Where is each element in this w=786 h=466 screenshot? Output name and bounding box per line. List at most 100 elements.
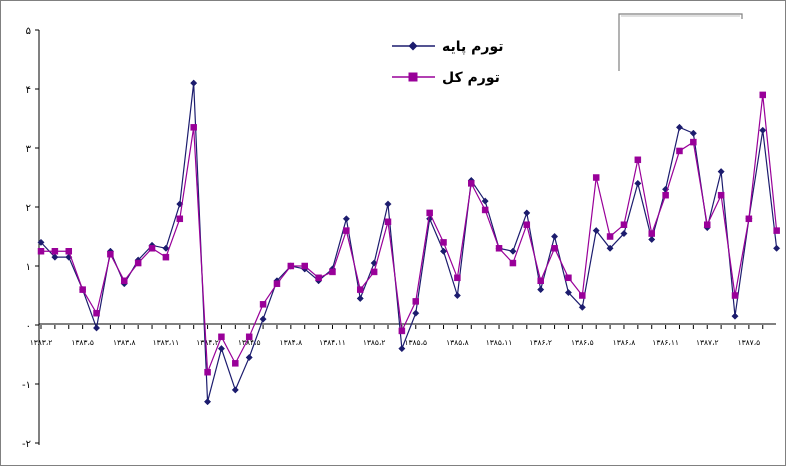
x-tick-label: ۱۳۸۷،۵ <box>738 338 761 347</box>
x-tick-label: ۱۳۸۳،۸ <box>113 338 136 347</box>
data-point-square <box>176 215 184 223</box>
series-layer <box>37 79 781 406</box>
x-tick-label: ۱۳۸۴،۸ <box>280 338 303 347</box>
data-point-square <box>717 191 725 199</box>
y-tick-label: ۱ <box>26 262 31 273</box>
x-tick-label: ۱۳۸۳،۲ <box>30 338 53 347</box>
x-tick-label: ۱۳۸۷،۲ <box>696 338 719 347</box>
data-point-square <box>107 250 114 258</box>
inset-box-outline <box>618 13 743 71</box>
data-point-diamond <box>51 253 59 261</box>
data-point-diamond <box>523 209 531 217</box>
data-point-square <box>343 227 350 234</box>
data-point-square <box>245 333 253 341</box>
data-point-diamond <box>259 315 267 323</box>
data-point-square <box>162 253 170 261</box>
data-point-diamond <box>634 179 642 187</box>
data-point-square <box>315 274 322 282</box>
legend-label-2: تورم کل <box>442 70 500 86</box>
data-point-diamond <box>37 238 45 246</box>
data-point-diamond <box>384 200 392 208</box>
x-tick-label: ۱۳۸۵،۸ <box>446 338 469 347</box>
legend-marker-diamond <box>408 41 418 51</box>
data-point-diamond <box>398 345 406 353</box>
data-point-diamond <box>606 244 614 252</box>
data-point-diamond <box>731 312 739 320</box>
data-point-square <box>259 301 267 308</box>
data-point-diamond <box>162 244 170 252</box>
data-point-square <box>481 206 489 214</box>
data-point-square <box>301 262 308 270</box>
data-point-square <box>134 259 142 267</box>
data-point-diamond <box>245 353 253 362</box>
legend-label-1: تورم پایه <box>442 39 504 55</box>
data-point-square <box>606 233 614 240</box>
data-point-diamond <box>675 123 684 131</box>
data-point-square <box>51 248 59 255</box>
data-point-diamond <box>481 197 489 205</box>
data-point-square <box>592 174 600 181</box>
data-point-square <box>232 360 239 367</box>
data-point-square <box>273 280 281 287</box>
data-point-diamond <box>648 235 656 244</box>
x-tick-label: ۱۳۸۶،۵ <box>571 338 594 347</box>
data-point-square <box>565 274 572 282</box>
x-tick-label: ۱۳۸۳،۵ <box>71 338 94 347</box>
y-tick-label: ۴ <box>26 85 31 96</box>
data-point-diamond <box>453 291 461 300</box>
data-point-diamond <box>439 247 448 255</box>
data-point-diamond <box>509 247 517 255</box>
data-point-square <box>287 262 295 270</box>
data-point-square <box>218 333 225 341</box>
data-point-square <box>523 221 531 228</box>
x-tick-label: ۱۳۸۳،۱۱ <box>153 338 180 347</box>
data-point-diamond <box>92 324 101 332</box>
data-point-square <box>190 124 197 131</box>
data-point-square <box>495 245 503 252</box>
y-tick-label: -۲ <box>22 439 31 450</box>
y-tick-label: ۳ <box>26 144 32 155</box>
data-point-square <box>412 298 420 305</box>
data-point-diamond <box>773 244 781 252</box>
data-point-diamond <box>190 79 198 87</box>
data-point-square <box>579 292 586 299</box>
data-point-diamond <box>759 126 767 134</box>
data-point-diamond <box>412 309 420 317</box>
data-point-square <box>648 230 655 237</box>
data-point-square <box>93 309 100 317</box>
data-point-square <box>759 91 767 99</box>
y-tick-label: ۰ <box>26 321 31 332</box>
data-point-square <box>398 327 406 335</box>
data-point-square <box>773 227 780 234</box>
data-point-square <box>468 180 475 187</box>
x-tick-label: ۱۳۸۶،۱۱ <box>652 338 679 347</box>
data-point-square <box>79 286 86 293</box>
x-tick-label: ۱۳۸۵،۵ <box>404 338 427 347</box>
data-point-diamond <box>564 288 572 297</box>
data-point-square <box>509 259 517 267</box>
y-tick-label: ۲ <box>26 203 31 214</box>
data-point-diamond <box>620 229 628 238</box>
data-point-square <box>121 277 128 284</box>
x-tick-label: ۱۳۸۴،۲ <box>196 338 219 347</box>
legend: تورم پایه تورم کل <box>392 39 504 86</box>
data-point-square <box>148 245 156 252</box>
data-point-diamond <box>356 294 364 303</box>
x-tick-label: ۱۳۸۵،۱۱ <box>486 338 513 347</box>
x-tick-label: ۱۳۸۶،۸ <box>613 338 636 347</box>
data-point-diamond <box>717 168 725 176</box>
data-point-square <box>426 209 433 217</box>
data-point-square <box>454 274 461 282</box>
data-point-square <box>370 268 378 276</box>
data-point-square <box>329 268 336 276</box>
data-point-square <box>356 286 364 293</box>
data-point-diamond <box>217 345 225 353</box>
data-point-diamond <box>342 215 350 223</box>
data-point-square <box>634 156 642 164</box>
data-point-square <box>65 248 73 255</box>
data-point-diamond <box>592 227 600 235</box>
data-point-square <box>384 218 392 225</box>
data-point-square <box>440 239 447 246</box>
